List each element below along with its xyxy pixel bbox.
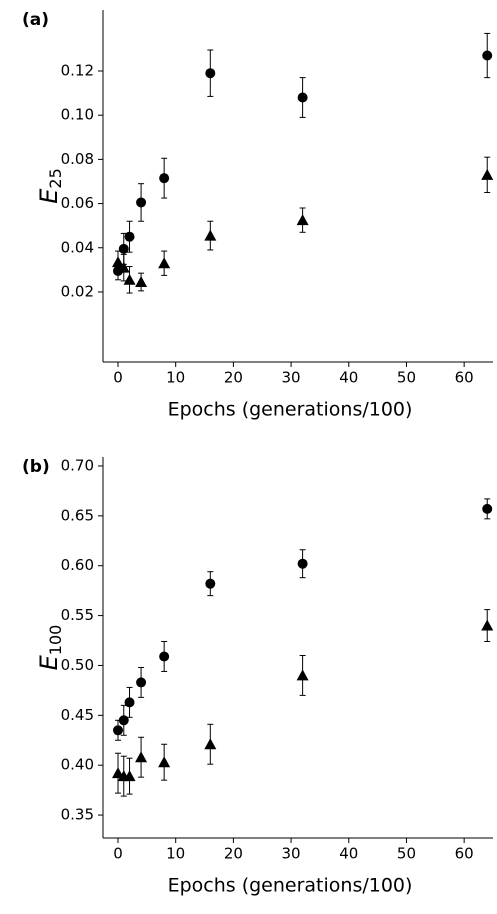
point — [482, 50, 493, 61]
point — [482, 503, 493, 514]
point — [113, 725, 123, 736]
panel-label: (a) — [22, 10, 49, 30]
y-tick-label: 0.08 — [61, 150, 94, 168]
x-tick-label: 30 — [282, 369, 301, 387]
point — [481, 619, 494, 631]
x-tick-label: 20 — [224, 845, 243, 863]
x-tick-label: 60 — [455, 845, 474, 863]
y-tick-label: 0.02 — [61, 282, 94, 300]
y-tick-label: 0.50 — [61, 656, 94, 674]
x-tick-label: 40 — [339, 845, 358, 863]
y-axis-label-main: E — [35, 654, 63, 670]
x-tick-label: 60 — [455, 369, 474, 387]
point — [159, 173, 170, 184]
y-tick-label: 0.04 — [61, 238, 94, 256]
panel-label: (b) — [22, 457, 50, 477]
x-tick-label: 10 — [166, 369, 185, 387]
y-tick-label: 0.45 — [61, 706, 94, 724]
point — [204, 738, 217, 750]
point — [205, 68, 216, 79]
point — [112, 256, 124, 268]
y-tick-label: 0.55 — [61, 606, 94, 624]
point — [204, 229, 217, 241]
point — [205, 578, 216, 589]
point — [296, 214, 309, 226]
point — [135, 276, 148, 288]
y-axis-label: E25 — [35, 168, 65, 204]
y-tick-label: 0.70 — [61, 456, 94, 474]
point — [123, 273, 136, 285]
y-axis-label: E100 — [35, 625, 65, 671]
x-tick-label: 20 — [224, 369, 243, 387]
y-axis-label-main: E — [35, 188, 63, 204]
point — [159, 651, 170, 662]
y-tick-label: 0.60 — [61, 556, 94, 574]
point — [136, 197, 147, 208]
point — [481, 168, 494, 180]
y-axis-label-sub: 25 — [46, 168, 65, 188]
y-tick-label: 0.40 — [61, 756, 94, 774]
y-axis-label-sub: 100 — [46, 625, 65, 656]
x-tick-label: 0 — [113, 369, 123, 387]
y-tick-label: 0.06 — [61, 194, 94, 212]
x-tick-label: 0 — [113, 845, 123, 863]
y-tick-label: 0.35 — [61, 806, 94, 824]
point — [118, 243, 129, 254]
x-axis-label: Epochs (generations/100) — [168, 875, 413, 897]
point — [158, 257, 171, 269]
x-tick-label: 10 — [166, 845, 185, 863]
point — [158, 756, 171, 768]
point — [117, 261, 130, 273]
point — [124, 231, 135, 242]
point — [297, 558, 308, 569]
x-tick-label: 40 — [339, 369, 358, 387]
point — [118, 715, 129, 726]
x-tick-label: 50 — [397, 369, 416, 387]
point — [136, 677, 147, 688]
x-tick-label: 30 — [282, 845, 301, 863]
y-tick-label: 0.12 — [61, 61, 94, 79]
point — [296, 669, 309, 681]
y-tick-label: 0.65 — [61, 506, 94, 524]
y-tick-label: 0.10 — [61, 106, 94, 124]
point — [297, 92, 308, 103]
x-tick-label: 50 — [397, 845, 416, 863]
point — [123, 770, 136, 782]
point — [124, 697, 135, 708]
x-axis-label: Epochs (generations/100) — [168, 399, 413, 421]
point — [135, 751, 148, 763]
